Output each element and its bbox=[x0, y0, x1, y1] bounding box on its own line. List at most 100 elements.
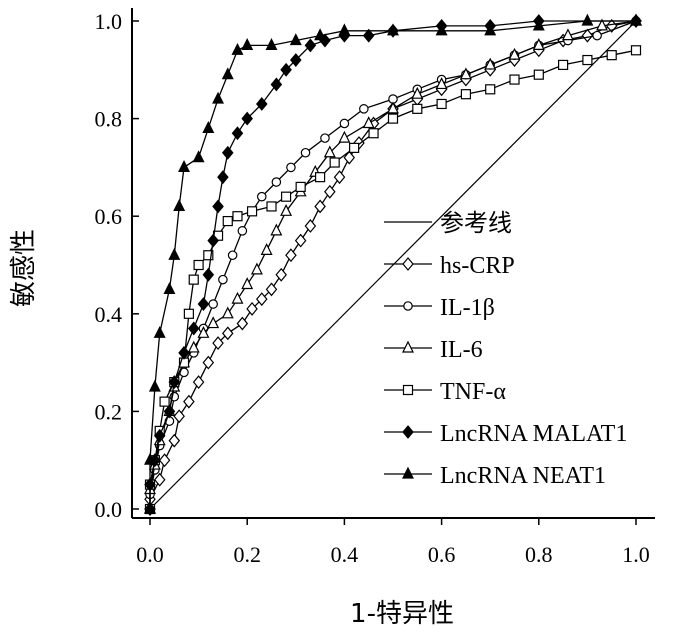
x-tick-label: 0.0 bbox=[136, 542, 164, 567]
x-tick-label: 0.6 bbox=[428, 542, 456, 567]
legend-marker-hs-crp bbox=[402, 257, 414, 271]
data-point-lncrna-neat1 bbox=[435, 23, 448, 36]
data-point-lncrna-neat1 bbox=[144, 501, 156, 514]
data-point-il-6 bbox=[459, 67, 472, 80]
data-point-il-6 bbox=[596, 18, 608, 31]
data-point-hs-crp bbox=[221, 326, 234, 341]
legend: 参考线 hs-CRP IL-1β IL-6 TNF-α LncRNA MALAT1 LncR… bbox=[384, 209, 627, 489]
data-point-tnf bbox=[188, 274, 199, 285]
data-point-lncrna-neat1 bbox=[192, 150, 205, 163]
data-point-il-1 bbox=[218, 274, 228, 285]
data-point-tnf bbox=[606, 50, 617, 61]
legend-marker-lncrna-neat1 bbox=[402, 466, 414, 479]
data-point-il-6 bbox=[250, 262, 263, 275]
data-point-il-6 bbox=[323, 145, 336, 158]
data-point-il-6 bbox=[280, 203, 293, 216]
data-point-tnf bbox=[203, 250, 214, 261]
legend-marker-il-6 bbox=[402, 340, 414, 353]
legend-label-hs-crp: hs-CRP bbox=[440, 253, 515, 279]
data-point-lncrna-neat1 bbox=[581, 13, 594, 26]
data-point-il-6 bbox=[508, 47, 521, 60]
data-point-lncrna-malat1 bbox=[231, 126, 244, 141]
data-point-lncrna-malat1 bbox=[270, 77, 283, 92]
data-point-tnf bbox=[582, 54, 593, 66]
data-point-il-6 bbox=[561, 28, 574, 41]
data-point-hs-crp bbox=[255, 292, 268, 307]
data-point-lncrna-neat1 bbox=[387, 23, 399, 36]
data-point-tnf bbox=[436, 98, 447, 110]
data-point-tnf bbox=[159, 396, 170, 407]
data-point-il-1 bbox=[320, 133, 330, 143]
data-point-lncrna-neat1 bbox=[212, 91, 225, 104]
data-point-hs-crp bbox=[265, 282, 278, 297]
reference-line bbox=[149, 20, 637, 510]
data-point-tnf bbox=[183, 308, 194, 319]
data-point-lncrna-malat1 bbox=[207, 233, 219, 248]
data-point-lncrna-malat1 bbox=[304, 38, 317, 53]
data-point-il-1 bbox=[359, 104, 369, 114]
data-point-il-6 bbox=[260, 243, 273, 255]
data-point-hs-crp bbox=[153, 472, 166, 487]
data-point-il-6 bbox=[221, 306, 234, 319]
data-point-lncrna-neat1 bbox=[144, 452, 156, 465]
data-point-lncrna-neat1 bbox=[314, 28, 327, 41]
data-point-lncrna-neat1 bbox=[153, 325, 166, 338]
data-point-hs-crp bbox=[158, 453, 171, 468]
data-point-lncrna-neat1 bbox=[163, 282, 176, 294]
data-point-lncrna-neat1 bbox=[241, 38, 254, 51]
legend-marker-tnf bbox=[402, 384, 414, 396]
data-point-lncrna-neat1 bbox=[173, 199, 186, 212]
data-point-tnf bbox=[280, 191, 292, 202]
legend-marker-lncrna-malat1 bbox=[402, 425, 414, 439]
data-point-tnf bbox=[349, 142, 360, 153]
data-point-lncrna-malat1 bbox=[362, 28, 375, 43]
legend-label-tnf: TNF-α bbox=[440, 379, 506, 405]
plot-area: 0.0 0.2 0.4 0.6 0.8 1.0 0.0 0.2 0.4 0.6 0.8 1.0 bbox=[95, 8, 655, 567]
data-point-il-6 bbox=[338, 130, 351, 143]
data-point-il-6 bbox=[187, 340, 200, 353]
data-point-lncrna-neat1 bbox=[221, 67, 234, 80]
data-point-tnf bbox=[368, 128, 379, 139]
data-point-lncrna-neat1 bbox=[231, 42, 244, 55]
data-point-hs-crp bbox=[192, 375, 205, 390]
x-tick-label: 0.4 bbox=[331, 542, 359, 567]
y-axis-title: 敏感性 bbox=[9, 229, 39, 307]
data-point-il-6 bbox=[411, 86, 424, 99]
data-point-hs-crp bbox=[581, 28, 594, 43]
data-point-tnf bbox=[266, 201, 277, 212]
data-point-lncrna-neat1 bbox=[148, 379, 161, 392]
data-point-tnf bbox=[315, 172, 326, 183]
data-point-tnf bbox=[460, 89, 471, 100]
data-point-il-1 bbox=[286, 162, 296, 173]
data-point-il-1 bbox=[592, 30, 602, 41]
data-point-tnf bbox=[232, 211, 243, 222]
data-point-lncrna-malat1 bbox=[217, 170, 229, 185]
data-point-hs-crp bbox=[183, 394, 195, 409]
data-point-il-6 bbox=[197, 325, 210, 338]
data-point-il-6 bbox=[241, 277, 254, 290]
y-tick-label: 0.4 bbox=[95, 302, 123, 327]
data-point-lncrna-malat1 bbox=[202, 267, 215, 282]
data-point-hs-crp bbox=[246, 301, 258, 316]
y-tick-label: 1.0 bbox=[95, 9, 123, 34]
data-point-hs-crp bbox=[314, 199, 326, 214]
data-point-il-1 bbox=[300, 147, 311, 158]
data-point-il-6 bbox=[435, 77, 448, 90]
data-point-tnf bbox=[412, 103, 423, 114]
data-point-lncrna-malat1 bbox=[221, 145, 234, 160]
data-point-lncrna-malat1 bbox=[187, 321, 200, 336]
y-tick-label: 0.0 bbox=[95, 497, 123, 522]
data-point-tnf bbox=[193, 259, 204, 271]
data-point-lncrna-malat1 bbox=[255, 97, 268, 111]
series-line-lncrna-neat1 bbox=[149, 20, 636, 509]
data-point-hs-crp bbox=[294, 233, 307, 248]
data-point-tnf bbox=[387, 113, 399, 124]
data-point-lncrna-malat1 bbox=[153, 428, 166, 443]
data-point-lncrna-neat1 bbox=[630, 13, 642, 26]
data-point-il-1 bbox=[271, 177, 282, 187]
legend-label-lncrna-malat1: LncRNA MALAT1 bbox=[440, 421, 627, 447]
data-point-lncrna-neat1 bbox=[168, 247, 181, 260]
data-point-il-6 bbox=[270, 223, 283, 236]
data-point-lncrna-malat1 bbox=[241, 111, 253, 126]
